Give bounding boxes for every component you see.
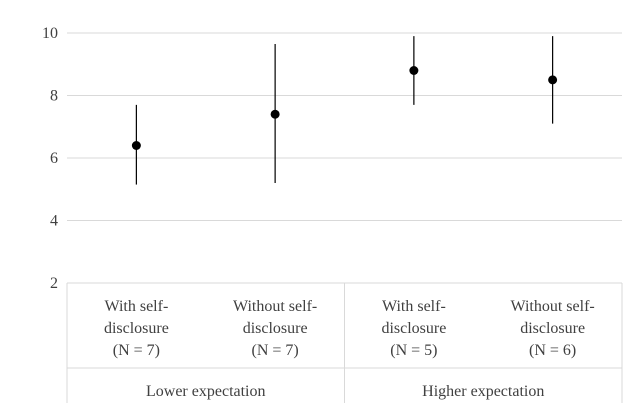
category-label: Without self- bbox=[233, 298, 317, 315]
group-label: Higher expectation bbox=[422, 383, 544, 400]
y-tick-label: 2 bbox=[50, 275, 58, 292]
category-label: disclosure bbox=[243, 320, 308, 337]
category-label: (N = 7) bbox=[113, 342, 160, 359]
category-label: disclosure bbox=[520, 320, 585, 337]
data-point bbox=[548, 75, 558, 85]
group-label: Lower expectation bbox=[146, 383, 266, 400]
data-point bbox=[270, 109, 280, 119]
y-tick-label: 4 bbox=[50, 213, 58, 230]
category-label: (N = 7) bbox=[252, 342, 299, 359]
category-label: (N = 5) bbox=[390, 342, 437, 359]
y-tick-label: 8 bbox=[50, 88, 58, 105]
category-label: With self- bbox=[104, 298, 168, 315]
category-label: (N = 6) bbox=[529, 342, 576, 359]
y-tick-label: 10 bbox=[42, 25, 58, 42]
data-point bbox=[131, 141, 141, 150]
y-tick-label: 6 bbox=[50, 150, 58, 167]
category-label: disclosure bbox=[381, 320, 446, 337]
data-point bbox=[409, 66, 419, 75]
category-label: Without self- bbox=[511, 298, 595, 315]
category-label: With self- bbox=[382, 298, 446, 315]
category-label: disclosure bbox=[104, 320, 169, 337]
